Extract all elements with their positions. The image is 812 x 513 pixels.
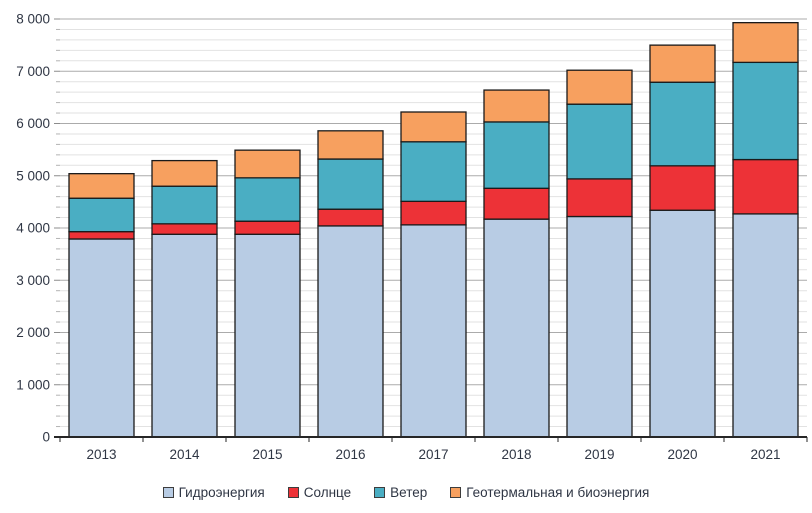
bar-segment-wind-2013: [68, 197, 135, 233]
y-tick-label: 2 000: [16, 325, 50, 340]
y-tick-label: 3 000: [16, 273, 50, 288]
bar-segment-wind-2017: [400, 141, 467, 203]
bar-segment-geo_bio-2018: [483, 89, 550, 123]
bar-segment-solar-2021: [732, 158, 799, 215]
bar-segment-solar-2018: [483, 187, 550, 220]
bar-segment-wind-2016: [317, 158, 384, 210]
bar-segment-wind-2021: [732, 61, 799, 161]
x-tick-label: 2019: [584, 447, 614, 462]
bar-segment-solar-2019: [566, 178, 633, 218]
bar-segment-solar-2014: [151, 223, 218, 235]
legend-item-solar: Солнце: [287, 484, 352, 500]
legend-label-solar: Солнце: [303, 484, 352, 500]
x-tick-label: 2020: [667, 447, 697, 462]
legend-label-hydro: Гидроэнергия: [178, 484, 265, 500]
bar-segment-geo_bio-2013: [68, 173, 135, 199]
y-tick-label: 4 000: [16, 221, 50, 236]
bar-segment-hydro-2019: [566, 215, 633, 438]
bar-segment-hydro-2014: [151, 233, 218, 438]
x-tick-label: 2016: [335, 447, 365, 462]
legend-swatch-wind-icon: [374, 486, 386, 498]
y-tick-label: 6 000: [16, 116, 50, 131]
bar-segment-solar-2020: [649, 165, 716, 211]
x-tick-label: 2018: [501, 447, 531, 462]
y-tick-label: 5 000: [16, 168, 50, 183]
bar-segment-geo_bio-2016: [317, 130, 384, 160]
bar-segment-solar-2017: [400, 200, 467, 226]
bar-segment-wind-2019: [566, 103, 633, 180]
bar-segment-geo_bio-2020: [649, 44, 716, 83]
y-tick-label: 0: [42, 430, 50, 445]
x-tick-label: 2014: [169, 447, 200, 462]
x-tick-label: 2015: [252, 447, 282, 462]
legend-swatch-solar-icon: [287, 486, 299, 498]
bar-segment-hydro-2018: [483, 218, 550, 438]
bar-segment-hydro-2015: [234, 233, 301, 438]
bar-segment-hydro-2021: [732, 213, 799, 438]
legend-swatch-geo-bio-icon: [450, 486, 462, 498]
legend-swatch-hydro-icon: [162, 486, 174, 498]
bar-segment-wind-2014: [151, 185, 218, 225]
x-tick-label: 2021: [750, 447, 780, 462]
bar-segment-geo_bio-2021: [732, 22, 799, 64]
legend-label-geo-bio: Геотермальная и биоэнергия: [466, 484, 650, 500]
bar-segment-geo_bio-2017: [400, 111, 467, 143]
x-tick-label: 2017: [418, 447, 448, 462]
bar-segment-wind-2015: [234, 177, 301, 222]
y-tick-label: 7 000: [16, 64, 50, 79]
bar-segment-geo_bio-2019: [566, 69, 633, 105]
x-tick-label: 2013: [86, 447, 116, 462]
chart-legend: Гидроэнергия Солнце Ветер Геотермальная …: [0, 481, 812, 503]
legend-item-hydro: Гидроэнергия: [162, 484, 265, 500]
bar-segment-hydro-2017: [400, 224, 467, 438]
stacked-bar-chart: 0 1 000 2 000 3 000 4 000 5 000 6 000 7 000 8 00…: [16, 12, 808, 462]
bar-segment-solar-2015: [234, 220, 301, 235]
bar-segment-geo_bio-2015: [234, 149, 301, 179]
y-tick-label: 8 000: [16, 12, 50, 27]
bar-segment-hydro-2020: [649, 209, 716, 438]
bar-segment-geo_bio-2014: [151, 159, 218, 187]
bar-segment-solar-2013: [68, 231, 135, 240]
legend-label-wind: Ветер: [390, 484, 428, 500]
bar-segment-solar-2016: [317, 208, 384, 227]
legend-item-wind: Ветер: [374, 485, 427, 500]
legend-item-geo-bio: Геотермальная и биоэнергия: [450, 485, 649, 500]
bar-segment-hydro-2013: [68, 238, 135, 438]
bar-segment-wind-2020: [649, 81, 716, 167]
bar-segment-wind-2018: [483, 121, 550, 189]
y-tick-label: 1 000: [16, 377, 50, 392]
bar-segment-hydro-2016: [317, 225, 384, 438]
